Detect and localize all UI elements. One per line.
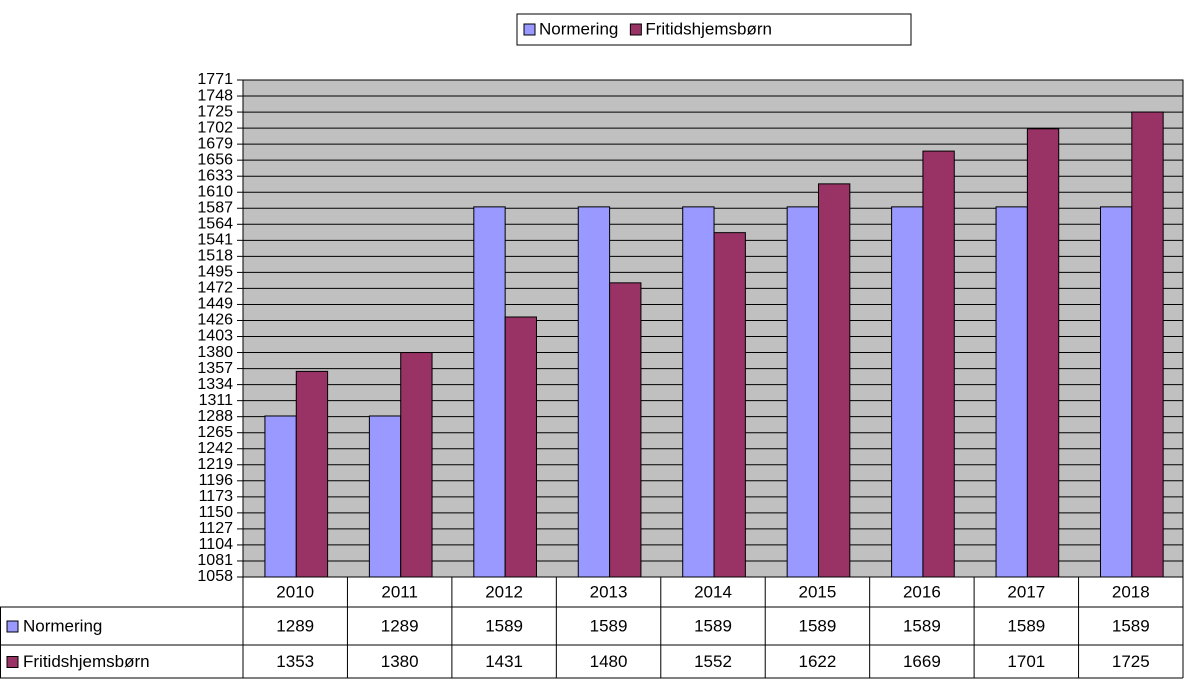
table-cell: 1589 (903, 616, 941, 635)
legend-key (6, 656, 19, 668)
table-cell: 1353 (276, 652, 314, 671)
y-tick-label: 1679 (197, 135, 233, 152)
legend-key (629, 23, 642, 36)
x-tick-label: 2015 (799, 582, 837, 601)
bar (504, 316, 537, 578)
y-tick-label: 1127 (199, 520, 234, 537)
y-tick-label: 1426 (197, 312, 233, 329)
table-cell: 1589 (799, 616, 837, 635)
legend-label: Normering (539, 19, 618, 38)
x-tick-label: 2013 (590, 582, 628, 601)
table-cell: 1380 (381, 652, 419, 671)
y-tick-label: 1518 (197, 248, 233, 265)
y-tick-label: 1311 (199, 392, 234, 409)
bar (891, 206, 924, 578)
table-cell: 1431 (485, 652, 523, 671)
y-tick-label: 1725 (197, 103, 233, 120)
y-tick-label: 1771 (197, 71, 233, 88)
y-tick-label: 1219 (197, 456, 233, 473)
table-cell: 1480 (590, 652, 628, 671)
y-tick-label: 1357 (197, 360, 233, 377)
bar (368, 415, 402, 578)
legend (516, 13, 912, 46)
y-tick-label: 1748 (197, 87, 233, 104)
bar (473, 206, 506, 578)
bar (713, 232, 746, 578)
table-cell: 1589 (590, 616, 628, 635)
x-tick-label: 2012 (485, 582, 523, 601)
x-tick-label: 2010 (276, 582, 314, 601)
y-tick-label: 1449 (197, 296, 233, 313)
bar (400, 352, 433, 578)
bar (922, 150, 955, 578)
table-cell: 1725 (1112, 652, 1150, 671)
x-tick-label: 2014 (694, 582, 732, 601)
legend-key (523, 23, 536, 36)
y-tick-label: 1587 (197, 199, 233, 216)
row-label: Normering (23, 616, 102, 635)
bar (295, 370, 329, 578)
y-tick-label: 1702 (197, 119, 233, 136)
y-tick-label: 1380 (197, 344, 233, 361)
y-tick-label: 1633 (197, 167, 233, 184)
x-tick-label: 2011 (381, 582, 418, 601)
y-tick-label: 1196 (199, 472, 234, 489)
y-tick-label: 1150 (199, 504, 234, 521)
x-tick-label: 2017 (1007, 582, 1045, 601)
table-cell: 1552 (694, 652, 732, 671)
y-tick-label: 1104 (199, 536, 234, 553)
y-tick-label: 1610 (197, 183, 233, 200)
y-tick-label: 1173 (199, 488, 234, 505)
bar (995, 206, 1028, 578)
x-tick-label: 2018 (1112, 582, 1150, 601)
table-cell: 1589 (1007, 616, 1045, 635)
bar (1099, 206, 1133, 578)
table-cell: 1289 (276, 616, 314, 635)
y-tick-label: 1564 (197, 216, 233, 233)
row-label: Fritidshjemsbørn (23, 652, 150, 671)
table-cell: 1289 (381, 616, 419, 635)
x-tick-label: 2016 (903, 582, 941, 601)
table-cell: 1701 (1007, 652, 1045, 671)
y-tick-label: 1058 (197, 568, 233, 585)
bar (786, 206, 819, 578)
bar (577, 206, 611, 578)
bar (609, 282, 642, 578)
legend-label: Fritidshjemsbørn (645, 19, 772, 38)
table-cell: 1622 (799, 652, 837, 671)
y-tick-label: 1265 (197, 424, 233, 441)
y-tick-label: 1541 (197, 232, 233, 249)
bar (682, 206, 715, 578)
y-tick-label: 1472 (197, 280, 233, 297)
y-tick-label: 1334 (197, 376, 233, 393)
y-tick-label: 1242 (197, 440, 233, 457)
table-cell: 1669 (903, 652, 941, 671)
bar (264, 415, 297, 578)
y-tick-label: 1288 (197, 408, 233, 425)
bar (1131, 111, 1164, 578)
table-cell: 1589 (485, 616, 523, 635)
y-tick-label: 1495 (197, 264, 233, 281)
y-tick-label: 1656 (197, 151, 233, 168)
table-cell: 1589 (1112, 616, 1150, 635)
y-tick-label: 1403 (197, 328, 233, 345)
y-tick-label: 1081 (197, 552, 233, 569)
table-cell: 1589 (694, 616, 732, 635)
bar (817, 183, 851, 578)
legend-key (6, 620, 19, 633)
bar (1026, 128, 1060, 578)
